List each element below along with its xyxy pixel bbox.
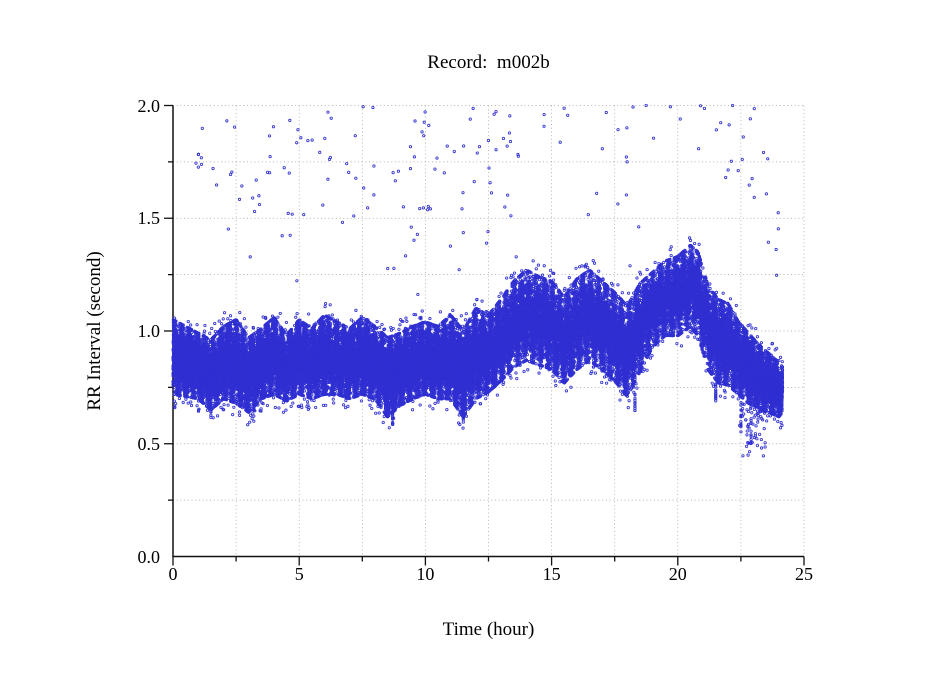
x-tick-label: 15 bbox=[542, 564, 561, 584]
chart-title: Record: m002b bbox=[427, 52, 550, 73]
y-tick-label: 1.0 bbox=[137, 321, 161, 341]
y-tick-label: 0.0 bbox=[137, 546, 161, 567]
y-tick-label: 0.5 bbox=[137, 433, 161, 454]
y-tick-label: 1.5 bbox=[137, 208, 161, 229]
x-tick-label: 5 bbox=[294, 564, 304, 584]
x-tick-label: 20 bbox=[668, 564, 687, 584]
y-tick-label: 2.0 bbox=[137, 95, 161, 116]
y-axis-label: RR Interval (second) bbox=[84, 251, 105, 411]
x-tick-label: 10 bbox=[416, 564, 435, 584]
x-tick-label: 0 bbox=[168, 564, 178, 584]
x-tick-label: 25 bbox=[795, 564, 813, 584]
x-axis-label: Time (hour) bbox=[442, 619, 535, 640]
